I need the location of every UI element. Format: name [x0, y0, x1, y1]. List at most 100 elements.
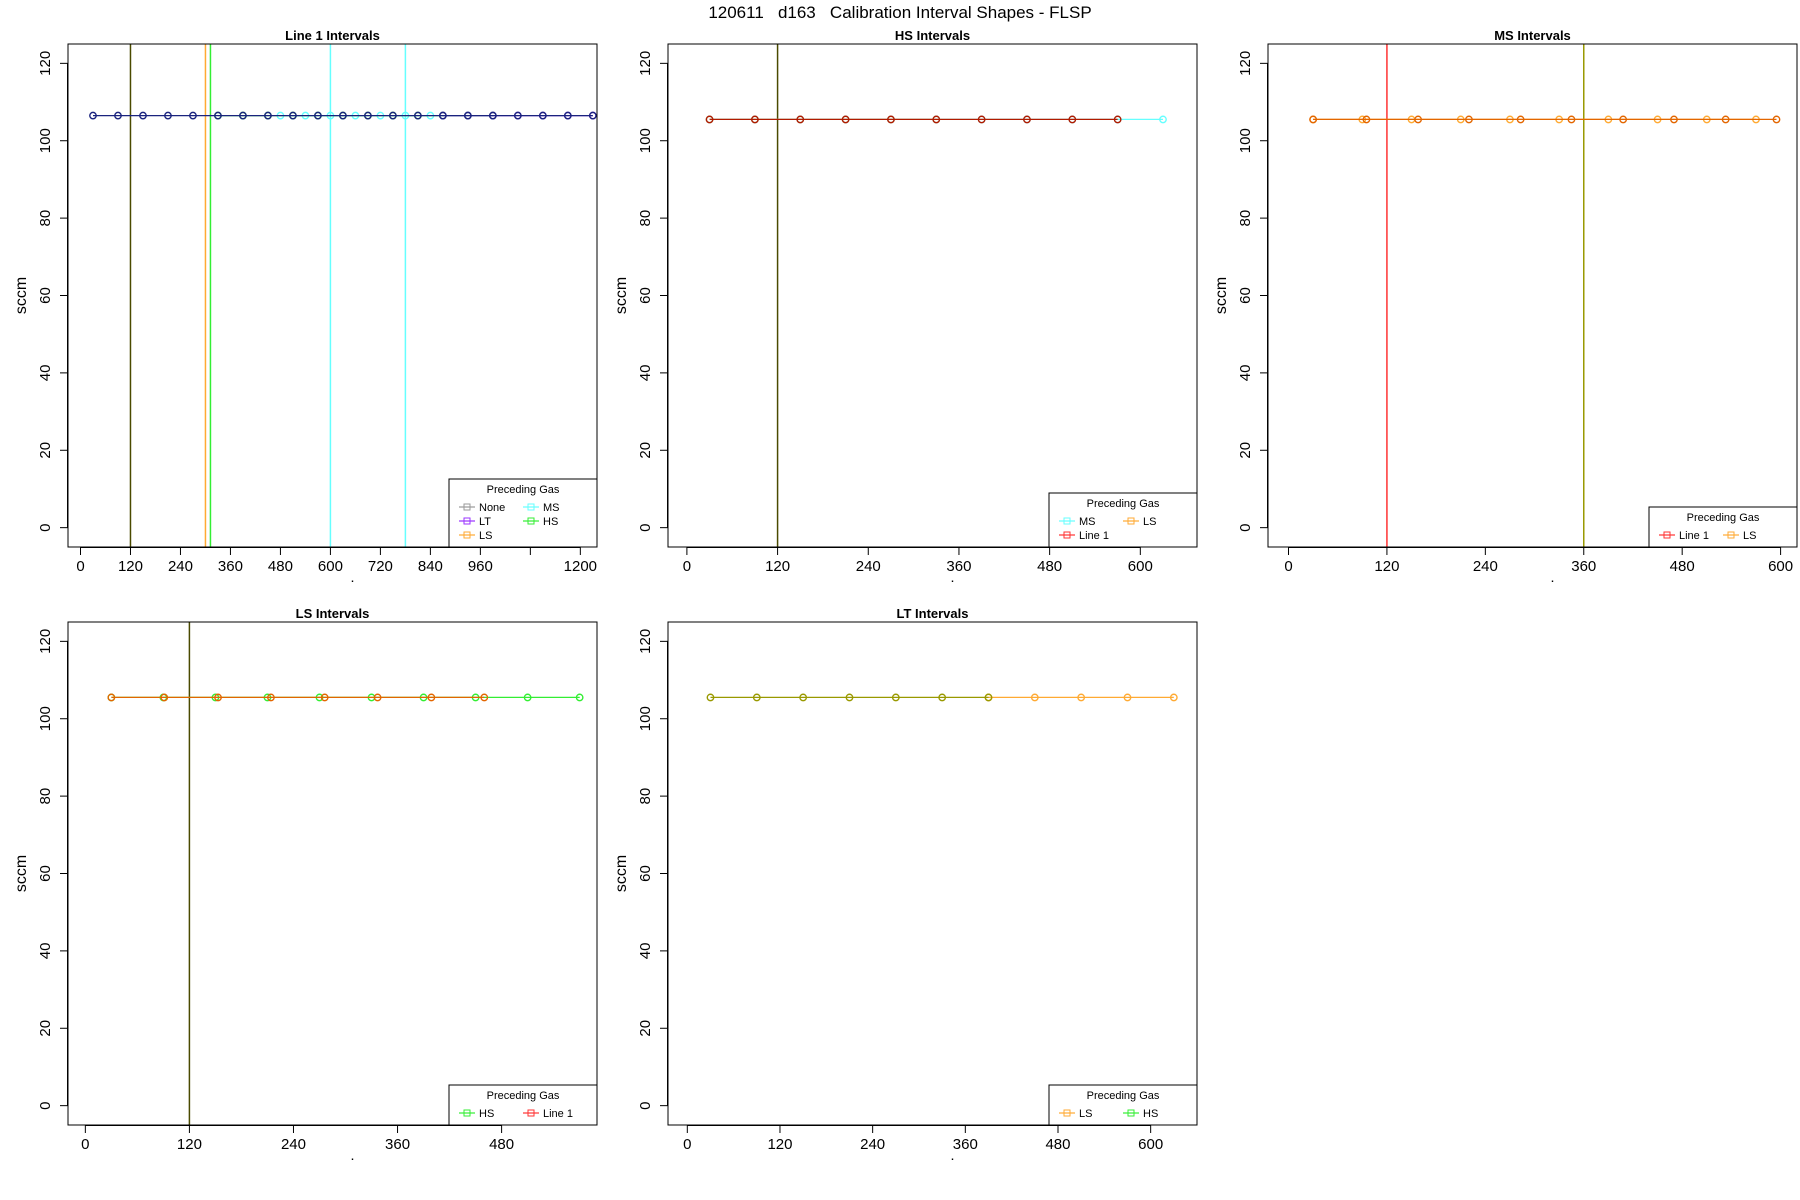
y-tick-label: 120 — [637, 629, 654, 654]
data-point — [388, 111, 397, 120]
data-point — [264, 111, 272, 120]
plot-border — [1267, 43, 1798, 548]
data-point — [1030, 693, 1039, 702]
data-point — [1113, 115, 1122, 124]
x-tick-label: 120 — [767, 1136, 792, 1153]
data-point — [1077, 693, 1086, 702]
y-tick-label: 0 — [37, 1101, 54, 1109]
chart-svg: LS Intervals 0 20 40 60 80 100 120 0 120 240 360 480… — [13, 606, 598, 1160]
y-tick-label: 0 — [637, 523, 654, 531]
x-tick-label: 240 — [168, 558, 193, 575]
chart-title: HS Intervals — [895, 28, 970, 43]
data-point — [1362, 115, 1371, 124]
x-tick-label: 360 — [385, 1136, 410, 1153]
data-point — [89, 111, 97, 120]
data-point — [845, 693, 854, 702]
y-tick-label: 40 — [637, 365, 654, 382]
x-tick-label: 600 — [1768, 558, 1793, 575]
plot-border — [67, 43, 598, 548]
y-tick-label: 0 — [37, 523, 54, 531]
legend-swatch-marker — [1063, 531, 1071, 539]
y-tick-label: 100 — [37, 128, 54, 153]
data-point — [320, 693, 329, 702]
data-point — [513, 111, 522, 120]
data-point — [796, 115, 805, 124]
legend-title: Preceding Gas — [1687, 512, 1760, 524]
y-tick-label: 100 — [1237, 128, 1254, 153]
y-tick-label: 20 — [37, 1020, 54, 1037]
y-tick-label: 0 — [637, 1101, 654, 1109]
data-point — [705, 115, 714, 124]
data-point — [114, 111, 122, 120]
figure-title: 120611 d163 Calibration Interval Shapes … — [708, 3, 1092, 22]
x-tick-label: 0 — [683, 558, 691, 575]
data-point — [480, 693, 489, 702]
legend-entry-label: LS — [1743, 530, 1756, 542]
x-tick-label: 480 — [1670, 558, 1695, 575]
x-axis-label: seconds — [1503, 579, 1563, 582]
x-tick-label: 720 — [368, 558, 393, 575]
y-axis-label: sccm — [613, 277, 630, 314]
x-tick-label: 120 — [765, 558, 790, 575]
y-tick-label: 60 — [37, 865, 54, 882]
data-point — [523, 693, 532, 702]
data-point — [1721, 115, 1730, 124]
y-axis-label: sccm — [1213, 277, 1230, 314]
y-tick-label: 40 — [1237, 365, 1254, 382]
data-point — [1772, 115, 1781, 124]
data-point — [1670, 115, 1678, 124]
legend-swatch-marker — [1063, 1109, 1071, 1117]
data-point — [289, 111, 297, 120]
data-point — [932, 115, 941, 124]
plot-area — [107, 622, 584, 1125]
x-tick-label: 480 — [1037, 558, 1062, 575]
data-point — [563, 111, 572, 120]
y-tick-label: 100 — [37, 706, 54, 731]
data-point — [938, 693, 947, 702]
legend-entry-label: HS — [1143, 1108, 1158, 1120]
x-axis-label: seconds — [903, 1157, 963, 1160]
data-point — [1619, 115, 1628, 124]
data-point — [267, 693, 275, 702]
data-point — [752, 693, 761, 702]
y-tick-label: 40 — [37, 365, 54, 382]
x-tick-label: 600 — [318, 558, 343, 575]
plot-border — [67, 621, 598, 1126]
x-tick-label: 1200 — [564, 558, 597, 575]
x-tick-label: 600 — [1138, 1136, 1163, 1153]
x-tick-label: 120 — [177, 1136, 202, 1153]
data-point — [373, 693, 382, 702]
chart-panel-ms-intervals: MS Intervals 0 20 40 60 80 100 120 0 120 240 360 480… — [1200, 22, 1800, 582]
legend-swatch-marker — [527, 517, 535, 525]
y-axis-label: sccm — [13, 277, 30, 314]
y-axis-label: sccm — [13, 855, 30, 892]
legend-swatch-marker — [1663, 531, 1671, 539]
data-point — [164, 111, 172, 120]
y-tick-label: 60 — [637, 865, 654, 882]
legend-entry-label: LS — [1079, 1108, 1092, 1120]
plot-area — [89, 44, 597, 547]
data-point — [706, 693, 715, 702]
x-tick-label: 120 — [1374, 558, 1399, 575]
legend-entry-label: HS — [543, 516, 558, 528]
x-tick-label: 600 — [1128, 558, 1153, 575]
legend: Preceding Gas Line 1 LS — [1648, 506, 1798, 548]
plot-area — [1309, 44, 1781, 547]
x-tick-label: 480 — [1045, 1136, 1070, 1153]
chart-panel-hs-intervals: HS Intervals 0 20 40 60 80 100 120 0 120 240 360 480… — [600, 22, 1200, 582]
data-point — [314, 111, 322, 120]
legend-entry-label: LS — [1143, 516, 1156, 528]
legend-title: Preceding Gas — [487, 1090, 560, 1102]
data-point — [538, 111, 547, 120]
legend-swatch-marker — [1727, 531, 1735, 539]
y-tick-label: 100 — [637, 128, 654, 153]
legend-swatch-marker — [527, 1109, 535, 1117]
legend-swatch-marker — [463, 517, 471, 525]
legend-box — [448, 478, 598, 548]
x-tick-label: 360 — [953, 1136, 978, 1153]
x-axis-label: seconds — [303, 1157, 363, 1160]
x-axis-label: seconds — [303, 579, 363, 582]
legend-title: Preceding Gas — [1087, 498, 1160, 510]
data-point — [1123, 693, 1132, 702]
data-point — [438, 111, 447, 120]
